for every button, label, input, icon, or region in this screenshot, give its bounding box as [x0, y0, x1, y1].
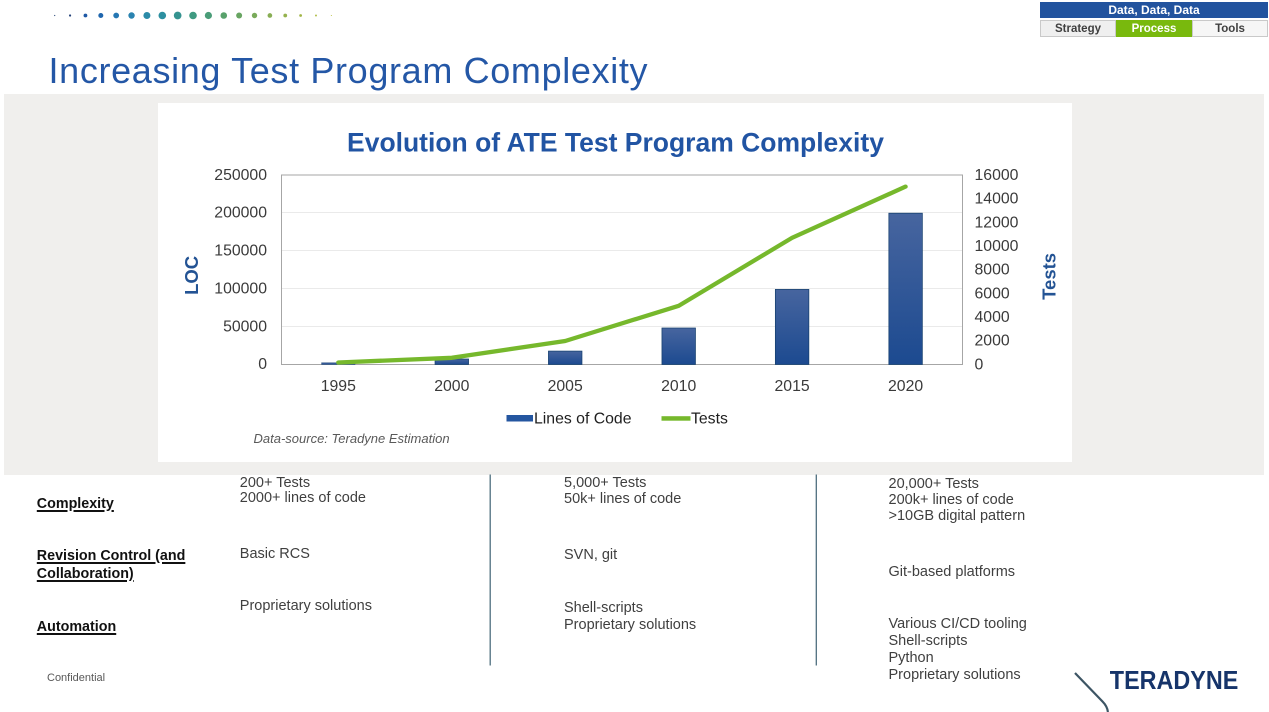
svg-text:Evolution of ATE Test Program: Evolution of ATE Test Program Complexity	[347, 127, 884, 157]
svg-text:200000: 200000	[214, 205, 267, 222]
svg-text:100000: 100000	[214, 280, 267, 297]
svg-text:14000: 14000	[975, 191, 1019, 208]
svg-text:1995: 1995	[321, 378, 356, 395]
svg-text:LOC: LOC	[181, 256, 202, 295]
svg-text:6000: 6000	[975, 285, 1010, 302]
svg-text:Data-source: Teradyne Estimati: Data-source: Teradyne Estimation	[254, 431, 450, 446]
svg-text:10000: 10000	[975, 238, 1019, 255]
svg-text:150000: 150000	[214, 243, 267, 260]
svg-text:Tests: Tests	[691, 411, 728, 428]
svg-text:Lines of Code: Lines of Code	[534, 411, 632, 428]
svg-text:50000: 50000	[223, 318, 267, 335]
svg-text:12000: 12000	[975, 214, 1019, 231]
svg-text:250000: 250000	[214, 167, 267, 184]
svg-text:2000: 2000	[434, 378, 469, 395]
svg-text:2010: 2010	[661, 378, 696, 395]
svg-text:8000: 8000	[975, 262, 1010, 279]
svg-text:2020: 2020	[888, 378, 923, 395]
svg-text:0: 0	[258, 356, 267, 373]
svg-text:2005: 2005	[548, 378, 583, 395]
svg-text:4000: 4000	[975, 309, 1010, 326]
svg-text:2015: 2015	[775, 378, 810, 395]
svg-text:16000: 16000	[975, 167, 1019, 184]
svg-text:TERADYNE: TERADYNE	[1110, 667, 1239, 695]
svg-text:2000: 2000	[975, 333, 1010, 350]
svg-text:Tests: Tests	[1039, 253, 1060, 300]
svg-text:0: 0	[975, 356, 984, 373]
